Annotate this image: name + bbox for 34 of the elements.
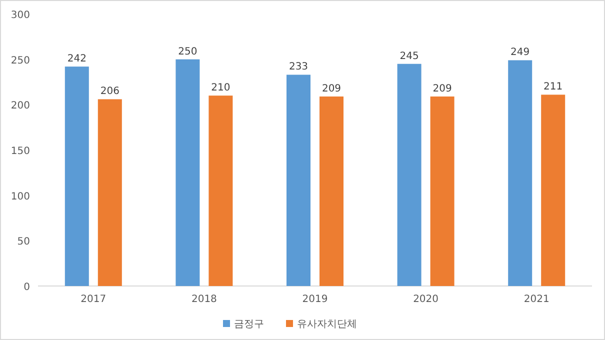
- data-label: 209: [432, 84, 452, 95]
- x-tick-label: 2019: [302, 294, 328, 305]
- bar: [508, 60, 532, 286]
- data-label: 245: [400, 50, 419, 62]
- data-label: 242: [67, 54, 86, 65]
- data-label: 211: [544, 82, 563, 93]
- y-tick-label: 300: [10, 10, 30, 21]
- data-label: 233: [288, 62, 308, 73]
- y-tick-label: 250: [10, 55, 30, 66]
- bar: [286, 74, 310, 286]
- x-tick-label: 2017: [80, 294, 106, 305]
- x-tick-label: 2020: [413, 294, 439, 305]
- bar: [64, 66, 89, 286]
- data-label: 250: [178, 46, 198, 58]
- bar: [98, 99, 122, 286]
- bar: [176, 59, 200, 286]
- y-tick-label: 150: [10, 146, 30, 157]
- data-label: 210: [211, 82, 230, 94]
- bar: [430, 96, 454, 286]
- legend-label: 금정구: [234, 319, 264, 330]
- data-label: 206: [100, 86, 120, 98]
- y-tick-label: 200: [10, 100, 30, 112]
- data-label: 209: [322, 84, 342, 95]
- data-label: 249: [510, 47, 530, 58]
- bar: [208, 96, 233, 286]
- y-tick-label: 50: [17, 236, 30, 248]
- y-tick-label: 100: [10, 191, 30, 202]
- x-tick-label: 2018: [191, 294, 217, 305]
- x-tick-label: 2021: [524, 294, 550, 305]
- bar: [397, 64, 422, 286]
- bar: [320, 96, 344, 286]
- bar: [541, 94, 566, 286]
- legend-label: 유사자치단체: [297, 319, 357, 330]
- y-tick-label: 0: [24, 282, 30, 293]
